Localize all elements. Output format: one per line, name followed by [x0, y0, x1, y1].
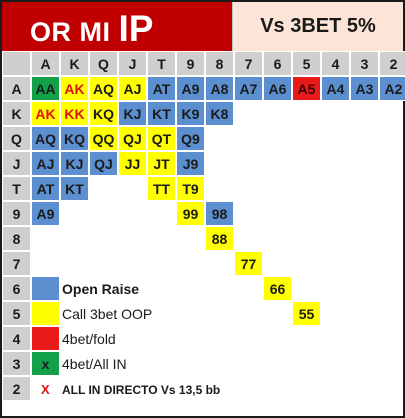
column-header-7: 7 — [234, 51, 263, 76]
column-header-3: 3 — [350, 51, 379, 76]
hand-cell: AT — [31, 176, 60, 201]
column-header-5: 5 — [292, 51, 321, 76]
column-header-8: 8 — [205, 51, 234, 76]
legend-swatch: x — [31, 351, 60, 376]
hand-cell: AA — [31, 76, 60, 101]
hand-cell: AK — [60, 76, 89, 101]
hand-cell: A5 — [292, 76, 321, 101]
hand-cell: JJ — [118, 151, 147, 176]
row-header-4: 4 — [2, 326, 31, 351]
hand-cell: Q9 — [176, 126, 205, 151]
legend-label: 4bet/All IN — [62, 356, 127, 372]
legend-label: Open Raise — [62, 281, 140, 297]
allin-direct-label: ALL IN DIRECTO Vs 13,5 bb — [62, 383, 221, 397]
column-header-6: 6 — [263, 51, 292, 76]
hand-cell: A4 — [321, 76, 350, 101]
row-header-6: 6 — [2, 276, 31, 301]
hand-cell: KQ — [89, 101, 118, 126]
hand-cell: 98 — [205, 201, 234, 226]
hand-cell: KT — [147, 101, 176, 126]
row-header-Q: Q — [2, 126, 31, 151]
hand-cell: KJ — [118, 101, 147, 126]
legend-swatch — [31, 276, 60, 301]
row-header-7: 7 — [2, 251, 31, 276]
column-header-J: J — [118, 51, 147, 76]
hand-cell: T9 — [176, 176, 205, 201]
row-header-5: 5 — [2, 301, 31, 326]
row-header-2: 2 — [2, 376, 31, 401]
legend-swatch — [31, 326, 60, 351]
grid-corner — [2, 51, 31, 76]
hand-cell: TT — [147, 176, 176, 201]
hand-cell: QQ — [89, 126, 118, 151]
hand-cell: A8 — [205, 76, 234, 101]
hand-cell: 77 — [234, 251, 263, 276]
row-header-K: K — [2, 101, 31, 126]
column-header-2: 2 — [379, 51, 405, 76]
row-header-9: 9 — [2, 201, 31, 226]
hand-cell: 55 — [292, 301, 321, 326]
hand-cell: A9 — [31, 201, 60, 226]
row-header-T: T — [2, 176, 31, 201]
hand-cell: K8 — [205, 101, 234, 126]
hand-cell: KQ — [60, 126, 89, 151]
hand-cell: AK — [31, 101, 60, 126]
hand-cell: A3 — [350, 76, 379, 101]
hand-cell: 66 — [263, 276, 292, 301]
hand-cell: QJ — [89, 151, 118, 176]
hand-cell: A7 — [234, 76, 263, 101]
title-main: OR MI — [30, 17, 111, 47]
hand-cell: QT — [147, 126, 176, 151]
hand-cell: 99 — [176, 201, 205, 226]
column-header-T: T — [147, 51, 176, 76]
hand-cell: K9 — [176, 101, 205, 126]
hand-cell: 88 — [205, 226, 234, 251]
title-sub: IP — [118, 8, 154, 49]
hand-cell: AQ — [89, 76, 118, 101]
hand-cell: A9 — [176, 76, 205, 101]
hand-cell: KK — [60, 101, 89, 126]
column-header-K: K — [60, 51, 89, 76]
column-header-4: 4 — [321, 51, 350, 76]
hand-cell: JT — [147, 151, 176, 176]
hand-cell: KJ — [60, 151, 89, 176]
hand-cell: A2 — [379, 76, 405, 101]
column-header-9: 9 — [176, 51, 205, 76]
row-header-A: A — [2, 76, 31, 101]
legend-swatch — [31, 301, 60, 326]
row-header-3: 3 — [2, 351, 31, 376]
legend-label: Call 3bet OOP — [62, 306, 153, 322]
legend-label: 4bet/fold — [62, 331, 116, 347]
hand-cell: QJ — [118, 126, 147, 151]
column-header-Q: Q — [89, 51, 118, 76]
vs-label: Vs 3BET 5% — [232, 2, 403, 51]
hand-cell: AJ — [31, 151, 60, 176]
column-header-A: A — [31, 51, 60, 76]
title-bar: OR MI IP — [2, 2, 232, 51]
hand-cell: AJ — [118, 76, 147, 101]
hand-cell: J9 — [176, 151, 205, 176]
row-header-8: 8 — [2, 226, 31, 251]
row-header-J: J — [2, 151, 31, 176]
hand-cell: AT — [147, 76, 176, 101]
allin-direct-mark: X — [41, 382, 50, 397]
hand-cell: KT — [60, 176, 89, 201]
hand-cell: AQ — [31, 126, 60, 151]
hand-cell: A6 — [263, 76, 292, 101]
